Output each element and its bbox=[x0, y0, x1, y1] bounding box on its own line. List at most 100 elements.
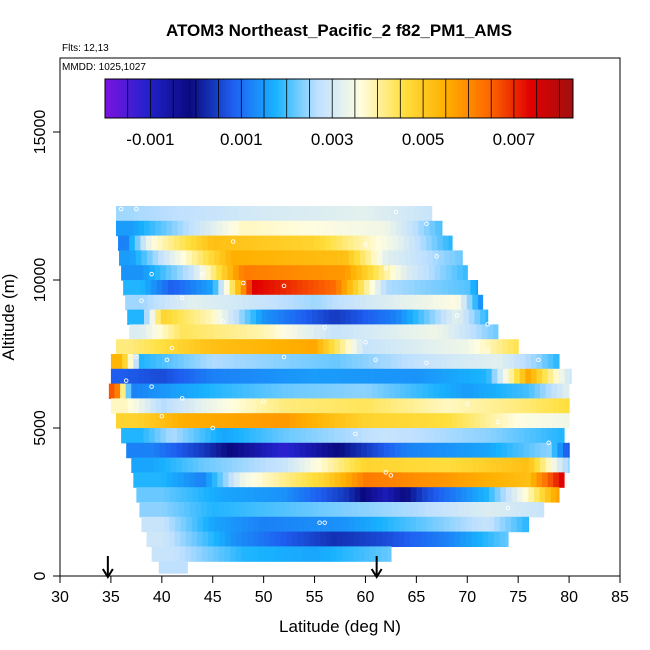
heatmap-cell bbox=[174, 531, 181, 547]
heatmap-cell bbox=[152, 516, 159, 533]
heatmap-cell bbox=[556, 457, 564, 473]
heatmap-cell bbox=[562, 457, 569, 473]
colorbar-swatch bbox=[431, 79, 434, 118]
heatmap-cell bbox=[133, 398, 140, 414]
heatmap-cell bbox=[185, 531, 192, 547]
heatmap-cell bbox=[317, 309, 324, 325]
heatmap-cell bbox=[468, 339, 475, 355]
heatmap-cell bbox=[267, 220, 274, 237]
heatmap-cell bbox=[326, 516, 333, 533]
heatmap-cell bbox=[244, 413, 251, 429]
heatmap-cell bbox=[132, 428, 139, 444]
heatmap-cell bbox=[330, 235, 338, 251]
heatmap-cell bbox=[412, 428, 419, 444]
heatmap-cell bbox=[285, 502, 292, 518]
heatmap-cell bbox=[350, 265, 357, 281]
colorbar-swatch bbox=[529, 79, 532, 118]
heatmap-cell bbox=[496, 428, 503, 444]
heatmap-cell bbox=[437, 324, 444, 340]
heatmap-cell bbox=[408, 502, 415, 518]
heatmap-cell bbox=[351, 339, 358, 355]
colorbar-swatch bbox=[257, 79, 260, 118]
heatmap-cell bbox=[261, 309, 268, 325]
colorbar-swatch bbox=[491, 79, 494, 118]
heatmap-cell bbox=[249, 442, 256, 459]
heatmap-cell bbox=[353, 531, 360, 547]
heatmap-cell bbox=[497, 354, 504, 370]
heatmap-cell bbox=[396, 472, 403, 488]
heatmap-cell bbox=[542, 472, 549, 488]
heatmap-cell bbox=[540, 383, 547, 399]
heatmap-cell bbox=[263, 324, 270, 340]
heatmap-cell bbox=[370, 324, 377, 340]
heatmap-cell bbox=[189, 354, 196, 370]
heatmap-cell bbox=[273, 502, 281, 518]
heatmap-cell bbox=[514, 472, 521, 488]
heatmap-cell bbox=[417, 442, 424, 459]
colorbar-swatch bbox=[277, 79, 280, 118]
heatmap-cell bbox=[273, 472, 280, 488]
heatmap-cell bbox=[357, 472, 364, 488]
heatmap-cell bbox=[288, 383, 295, 399]
colorbar-swatch bbox=[327, 79, 330, 118]
heatmap-cell bbox=[435, 339, 442, 355]
colorbar-swatch bbox=[417, 79, 420, 118]
heatmap-cell bbox=[323, 220, 330, 237]
colorbar-swatch bbox=[307, 79, 310, 118]
heatmap-cell bbox=[170, 383, 177, 399]
heatmap-cell bbox=[366, 457, 373, 473]
heatmap-cell bbox=[507, 428, 514, 444]
heatmap-cell bbox=[179, 235, 186, 251]
heatmap-cell bbox=[306, 354, 314, 370]
heatmap-cell bbox=[272, 206, 279, 222]
heatmap-cell bbox=[421, 294, 429, 311]
heatmap-cell bbox=[179, 280, 186, 296]
heatmap-cell bbox=[245, 398, 252, 414]
heatmap-cell bbox=[177, 309, 184, 325]
heatmap-cell bbox=[198, 383, 205, 399]
heatmap-cell bbox=[331, 250, 339, 266]
heatmap-cell bbox=[525, 368, 532, 385]
heatmap-cell bbox=[440, 265, 447, 281]
colorbar-tick-label: 0.001 bbox=[220, 130, 263, 149]
heatmap-cell bbox=[413, 472, 420, 488]
heatmap-cell bbox=[250, 220, 257, 237]
heatmap-cell bbox=[290, 354, 297, 370]
heatmap-cell bbox=[386, 280, 393, 296]
heatmap-cell bbox=[131, 457, 138, 473]
heatmap-cell bbox=[194, 354, 202, 370]
heatmap-cell bbox=[351, 368, 358, 385]
heatmap-cell bbox=[280, 531, 288, 547]
heatmap-cell bbox=[228, 472, 235, 488]
heatmap-cell bbox=[302, 324, 310, 340]
heatmap-cell bbox=[317, 206, 324, 222]
heatmap-cell bbox=[463, 309, 470, 325]
heatmap-cell bbox=[308, 531, 316, 547]
heatmap-cell bbox=[192, 487, 199, 503]
heatmap-cell bbox=[443, 516, 451, 533]
colorbar-swatch bbox=[377, 79, 380, 118]
heatmap-cell bbox=[244, 220, 251, 237]
heatmap-cell bbox=[470, 280, 477, 296]
heatmap-cell bbox=[466, 487, 473, 503]
heatmap-cell bbox=[421, 487, 429, 503]
heatmap-cell bbox=[519, 398, 526, 414]
heatmap-cell bbox=[154, 265, 161, 281]
heatmap-cell bbox=[344, 457, 351, 473]
heatmap-cell bbox=[205, 428, 212, 444]
heatmap-cell bbox=[260, 442, 267, 459]
heatmap-cell bbox=[233, 413, 240, 429]
heatmap-cell bbox=[422, 383, 429, 399]
heatmap-cell bbox=[336, 324, 343, 340]
heatmap-cell bbox=[228, 368, 235, 385]
altitude-band bbox=[126, 442, 570, 459]
colorbar-swatch bbox=[535, 79, 538, 118]
colorbar-swatch bbox=[227, 79, 230, 118]
heatmap-cell bbox=[421, 250, 428, 266]
flight-point bbox=[120, 333, 126, 339]
colorbar-swatch bbox=[541, 79, 544, 118]
colorbar-swatch bbox=[325, 79, 328, 118]
heatmap-cell bbox=[359, 250, 367, 266]
heatmap-cell bbox=[402, 502, 409, 518]
dates-label: MMDD: 1025,1027 bbox=[62, 62, 146, 73]
